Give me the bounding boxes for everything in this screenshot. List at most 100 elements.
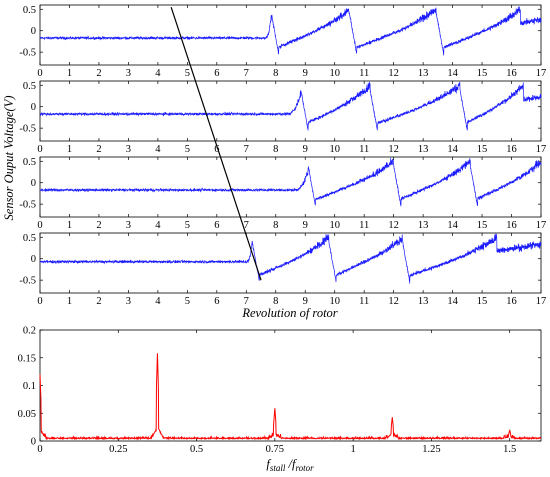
sensor-4-xtick-label: 1 bbox=[67, 296, 72, 307]
sensor-2-xtick-label: 9 bbox=[303, 144, 308, 155]
sensor-3-xtick-label: 1 bbox=[67, 220, 72, 231]
xlabel-separator: / bbox=[285, 457, 293, 471]
sensor-1-xtick-label: 5 bbox=[185, 68, 190, 79]
sensor-1-xtick-label: 11 bbox=[359, 68, 369, 79]
sensor-2-xtick-label: 16 bbox=[506, 144, 517, 155]
sensor-3-xtick-label: 8 bbox=[273, 220, 278, 231]
sensor-4-ytick-label: 0.5 bbox=[23, 233, 36, 244]
sensor-1-xtick-label: 14 bbox=[447, 68, 458, 79]
sensor-2-xtick-label: 17 bbox=[536, 144, 547, 155]
sensor-4-xtick-label: 5 bbox=[185, 296, 190, 307]
sensor-4-ytick-label: 0 bbox=[31, 254, 36, 265]
spectrum-xtick-label: 0.5 bbox=[190, 444, 203, 455]
sensor-4-xtick-label: 17 bbox=[536, 296, 547, 307]
sensor-panel-4: 0 1 2 3 4 5 6 7 8 9 10 11 12 13 14 15 16 170.50-0.5 bbox=[19, 232, 547, 307]
spectrum-ytick-label: 0.2 bbox=[23, 326, 36, 337]
sensor-2-xtick-label: 12 bbox=[388, 144, 399, 155]
spectrum-xtick-label: 1 bbox=[351, 444, 356, 455]
sensor-4-xtick-label: 11 bbox=[359, 296, 369, 307]
sensor-4-xtick-label: 12 bbox=[388, 296, 399, 307]
sensor-4-xtick-label: 6 bbox=[214, 296, 219, 307]
sensor-3-xtick-label: 12 bbox=[388, 220, 399, 231]
sensor-1-xtick-label: 15 bbox=[477, 68, 488, 79]
sensor-3-xtick-label: 9 bbox=[303, 220, 308, 231]
sensor-1-xtick-label: 7 bbox=[244, 68, 249, 79]
sensor-2-xtick-label: 11 bbox=[359, 144, 369, 155]
sensor-3-xtick-label: 15 bbox=[477, 220, 488, 231]
sensor-4-xtick-label: 4 bbox=[155, 296, 161, 307]
sensor-2-xtick-label: 13 bbox=[418, 144, 429, 155]
sensor-panel-3: 0 1 2 3 4 5 6 7 8 9 10 11 12 13 14 15 16 170.50-0.5 bbox=[19, 156, 546, 231]
sensor-2-ytick-label: -0.5 bbox=[19, 124, 36, 135]
sensor-2-xtick-label: 10 bbox=[329, 144, 340, 155]
sensor-3-xtick-label: 3 bbox=[126, 220, 131, 231]
sensor-4-signal-line bbox=[39, 233, 542, 284]
sensor-4-xtick-label: 16 bbox=[506, 296, 517, 307]
sensor-1-xtick-label: 13 bbox=[418, 68, 429, 79]
spectrum-xtick-label: 0.25 bbox=[109, 444, 127, 455]
sensor-3-xtick-label: 0 bbox=[37, 220, 42, 231]
spectrum-xtick-label: 1.5 bbox=[503, 444, 516, 455]
shared-y-axis-label: Sensor Ouput Voltage(V) bbox=[2, 96, 16, 221]
sensor-1-xtick-label: 8 bbox=[273, 68, 278, 79]
sensor-4-xtick-label: 14 bbox=[447, 296, 458, 307]
time-x-axis-label: Revolution of rotor bbox=[241, 306, 337, 320]
sensor-2-ytick-label: 0.5 bbox=[23, 81, 36, 92]
spectrum-frame bbox=[39, 329, 542, 442]
sensor-2-xtick-label: 6 bbox=[214, 144, 219, 155]
time-series-panels: 0 1 2 3 4 5 6 7 8 9 10 11 12 13 14 15 16 170.50-0.50 1 2 3 4 5… bbox=[19, 4, 547, 307]
sensor-4-xtick-label: 3 bbox=[126, 296, 131, 307]
spectrum-panel: 0 0.25 0.5 0.75 1 1.25 1.5 0.2 0.15 0.1 0.05 0 bbox=[18, 326, 542, 455]
sensor-3-xtick-label: 2 bbox=[96, 220, 101, 231]
sensor-3-ytick-label: 0.5 bbox=[23, 157, 36, 168]
sensor-4-xtick-label: 15 bbox=[477, 296, 488, 307]
spectrum-xtick-label: 0 bbox=[37, 444, 42, 455]
sensor-3-xtick-label: 14 bbox=[447, 220, 458, 231]
sensor-2-xtick-label: 0 bbox=[37, 144, 42, 155]
sensor-3-signal-line bbox=[39, 157, 542, 207]
xlabel-f2: f bbox=[292, 457, 297, 471]
spectrum-line bbox=[39, 353, 542, 441]
xlabel-f1: f bbox=[266, 457, 271, 471]
sensor-1-xtick-label: 2 bbox=[96, 68, 101, 79]
sensor-2-xtick-label: 5 bbox=[185, 144, 190, 155]
sensor-1-xtick-label: 9 bbox=[303, 68, 308, 79]
sensor-4-xtick-label: 9 bbox=[303, 296, 308, 307]
sensor-4-xtick-label: 0 bbox=[37, 296, 42, 307]
sensor-3-xtick-label: 5 bbox=[185, 220, 190, 231]
stall-propagation-line bbox=[170, 6, 262, 281]
sensor-3-ytick-label: -0.5 bbox=[19, 200, 36, 211]
xlabel-sub-rotor: rotor bbox=[295, 463, 314, 473]
sensor-4-xtick-label: 7 bbox=[244, 296, 249, 307]
sensor-4-ytick-label: -0.5 bbox=[19, 276, 36, 287]
sensor-3-xtick-label: 16 bbox=[506, 220, 517, 231]
spectrum-panel-group: 0 0.25 0.5 0.75 1 1.25 1.5 0.2 0.15 0.1 0.05 0 bbox=[18, 326, 542, 455]
sensor-2-ytick-label: 0 bbox=[31, 102, 36, 113]
sensor-1-xtick-label: 10 bbox=[329, 68, 340, 79]
sensor-4-xtick-label: 10 bbox=[329, 296, 340, 307]
sensor-1-xtick-label: 17 bbox=[536, 68, 547, 79]
sensor-3-frame bbox=[39, 156, 542, 218]
spectrum-ytick-label: 0.05 bbox=[18, 409, 36, 420]
sensor-2-xtick-label: 3 bbox=[126, 144, 131, 155]
sensor-3-xtick-label: 7 bbox=[244, 220, 249, 231]
sensor-3-xtick-label: 13 bbox=[418, 220, 429, 231]
sensor-4-frame bbox=[39, 232, 542, 294]
sensor-1-xtick-label: 1 bbox=[67, 68, 72, 79]
sensor-4-xtick-label: 13 bbox=[418, 296, 429, 307]
sensor-1-xtick-label: 3 bbox=[126, 68, 131, 79]
sensor-4-xtick-label: 2 bbox=[96, 296, 101, 307]
sensor-2-frame bbox=[39, 80, 542, 142]
sensor-1-ytick-label: -0.5 bbox=[19, 48, 36, 59]
sensor-3-xtick-label: 11 bbox=[359, 220, 369, 231]
spectrum-ytick-label: 0 bbox=[31, 437, 36, 448]
spectrum-xtick-label: 1.25 bbox=[422, 444, 440, 455]
sensor-2-xtick-label: 1 bbox=[67, 144, 72, 155]
sensor-2-xtick-label: 4 bbox=[155, 144, 161, 155]
sensor-1-xtick-label: 4 bbox=[155, 68, 161, 79]
overlay bbox=[170, 6, 262, 281]
sensor-1-xtick-label: 12 bbox=[388, 68, 399, 79]
spectrum-ytick-label: 0.15 bbox=[18, 353, 36, 364]
sensor-2-xtick-label: 8 bbox=[273, 144, 278, 155]
